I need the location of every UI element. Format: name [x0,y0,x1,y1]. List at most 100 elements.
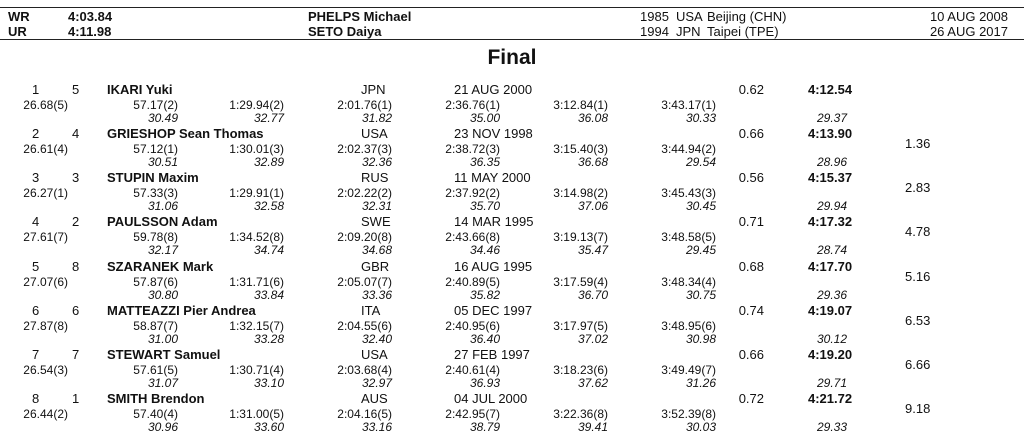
time-behind: 4.78 [905,224,931,239]
record-holder: SETO Daiya [308,24,382,39]
record-code: WR [8,9,30,24]
lap-time: 33.36 [361,288,392,302]
reaction-time: 0.68 [738,259,764,274]
record-row-wr: WR 4:03.84 PHELPS Michael 1985 USA Beiji… [0,9,1024,24]
split-time: 27.87(8) [23,319,68,333]
lane: 7 [72,347,80,362]
lap-time: 30.51 [147,155,178,169]
split-time: 2:01.76(1) [337,98,392,112]
final-time: 4:12.54 [808,82,853,97]
rank: 1 [32,82,40,97]
lane: 8 [72,259,80,274]
record-code: UR [8,24,27,39]
reaction-time: 0.62 [738,82,764,97]
split-time: 26.27(1) [23,186,68,200]
lap-time: 29.45 [685,243,716,257]
split-time: 58.87(7) [133,319,178,333]
athlete-name: PAULSSON Adam [107,214,218,229]
split-time: 3:12.84(1) [553,98,608,112]
lap-time: 38.79 [469,420,500,434]
time-behind: 9.18 [905,401,931,416]
athlete-name: IKARI Yuki [107,82,173,97]
athlete-name: SZARANEK Mark [107,259,214,274]
split-time: 1:31.71(6) [229,275,284,289]
split-time: 57.40(4) [133,407,178,421]
split-time: 3:45.43(3) [661,186,716,200]
split-time: 2:04.16(5) [337,407,392,421]
lap-time: 36.93 [469,376,500,390]
lap-time: 30.03 [685,420,716,434]
split-time: 2:42.95(7) [445,407,500,421]
split-time: 2:40.89(5) [445,275,500,289]
split-time: 3:48.95(6) [661,319,716,333]
final-time: 4:19.07 [808,303,853,318]
lane: 5 [72,82,80,97]
split-time: 57.33(3) [133,186,178,200]
split-time: 3:15.40(3) [553,142,608,156]
nationality: RUS [361,170,389,185]
reaction-time: 0.71 [738,214,764,229]
split-time: 26.44(2) [23,407,68,421]
time-behind: 2.83 [905,180,931,195]
lap-time: 32.77 [253,111,284,125]
lap-time: 32.40 [361,332,392,346]
split-time: 2:43.66(8) [445,230,500,244]
record-year: 1985 [640,9,669,24]
lap-time: 34.68 [361,243,392,257]
split-time: 57.12(1) [133,142,178,156]
lap-time: 36.40 [469,332,500,346]
lap-time: 31.00 [147,332,178,346]
lap-time: 33.60 [253,420,284,434]
final-time: 4:15.37 [808,170,853,185]
final-time: 4:17.70 [808,259,853,274]
split-time: 59.78(8) [133,230,178,244]
page-title: Final [487,46,537,69]
lap-time: 35.00 [469,111,500,125]
lap-time: 31.07 [147,376,178,390]
lap-time: 32.97 [361,376,392,390]
nationality: SWE [361,214,391,229]
reaction-time: 0.74 [738,303,764,318]
split-time: 1:29.91(1) [229,186,284,200]
athlete-name: GRIESHOP Sean Thomas [107,126,264,141]
record-time: 4:11.98 [68,24,112,39]
lap-time: 29.33 [816,420,847,434]
record-nat: USA [676,9,703,24]
lap-time: 29.54 [685,155,716,169]
athlete-row: 7 7 STEWART Samuel USA 27 FEB 1997 0.66 4:19.2… [0,347,1024,391]
date-of-birth: 16 AUG 1995 [454,259,533,274]
time-behind: 6.66 [905,357,931,372]
date-of-birth: 04 JUL 2000 [454,391,528,406]
split-time: 57.87(6) [133,275,178,289]
time-behind: 5.16 [905,269,931,284]
lap-time: 29.94 [816,199,847,213]
split-time: 57.17(2) [133,98,178,112]
athlete-row: 3 3 STUPIN Maxim RUS 11 MAY 2000 0.56 4:15.37 2… [0,170,1024,214]
lap-time: 37.62 [577,376,608,390]
nationality: JPN [361,82,386,97]
lap-time: 30.45 [685,199,716,213]
final-time: 4:13.90 [808,126,853,141]
split-time: 3:48.58(5) [661,230,716,244]
reaction-time: 0.72 [738,391,764,406]
lap-time: 36.35 [469,155,500,169]
split-time: 2:38.72(3) [445,142,500,156]
split-time: 2:04.55(6) [337,319,392,333]
lap-time: 30.96 [147,420,178,434]
split-time: 2:02.22(2) [337,186,392,200]
lap-time: 32.17 [147,243,178,257]
split-time: 2:36.76(1) [445,98,500,112]
record-row-ur: UR 4:11.98 SETO Daiya 1994 JPN Taipei (T… [0,24,1024,39]
record-time: 4:03.84 [68,9,113,24]
split-time: 2:02.37(3) [337,142,392,156]
athlete-name: SMITH Brendon [107,391,205,406]
lane: 6 [72,303,80,318]
lap-time: 30.80 [147,288,178,302]
lap-time: 32.89 [253,155,284,169]
rank: 3 [32,170,40,185]
nationality: GBR [361,259,390,274]
split-time: 3:52.39(8) [661,407,716,421]
top-rule [0,7,1024,8]
record-date: 10 AUG 2008 [929,9,1008,24]
split-time: 3:14.98(2) [553,186,608,200]
